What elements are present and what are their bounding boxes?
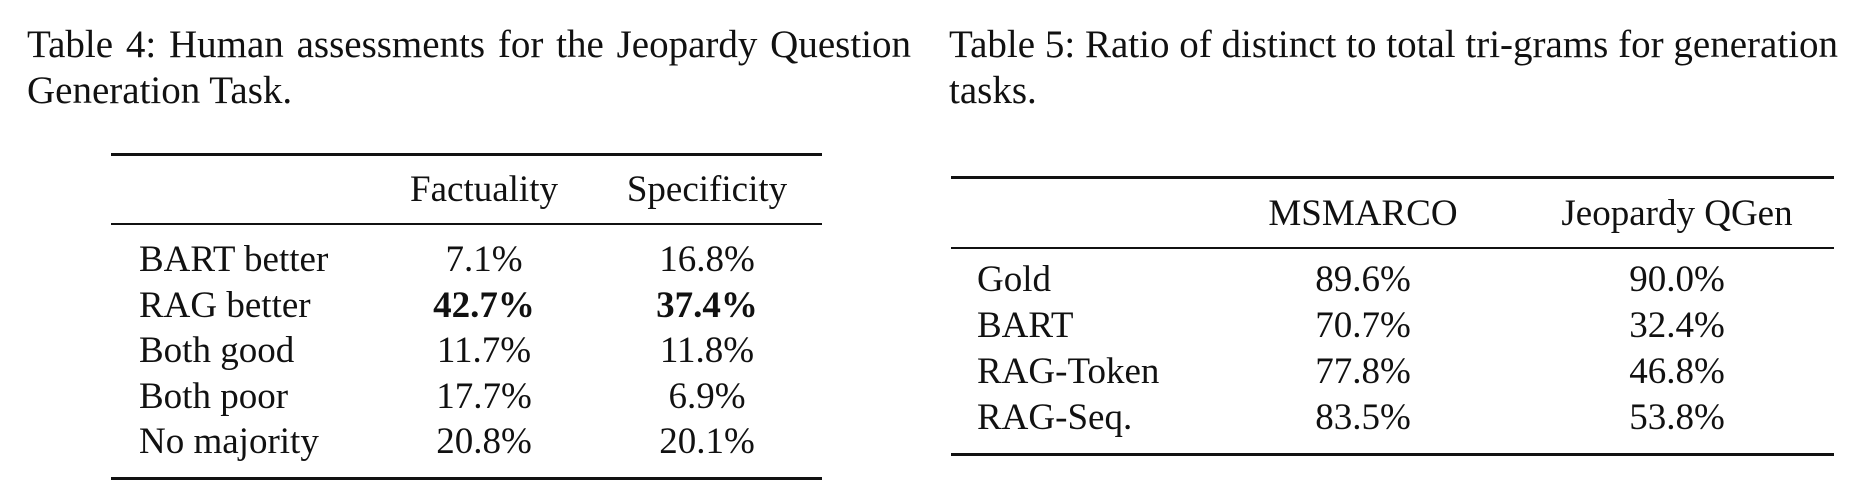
table-cell: 77.8% <box>1315 351 1411 392</box>
column-header: Jeopardy QGen <box>1561 193 1793 234</box>
table-cell: 11.7% <box>436 330 532 371</box>
table-caption: Table 4: Human assessments for the Jeopa… <box>27 23 911 112</box>
table-cell: 83.5% <box>1315 397 1411 438</box>
table-cell: 20.1% <box>659 421 755 462</box>
table-cell: 11.8% <box>659 330 755 371</box>
column-header: Factuality <box>410 169 558 210</box>
row-label: RAG-Seq. <box>977 397 1133 438</box>
mid-rule <box>951 247 1834 249</box>
row-label: No majority <box>139 421 319 462</box>
row-label: Both good <box>139 330 295 371</box>
row-label: BART better <box>139 239 329 280</box>
table-cell: 32.4% <box>1629 305 1725 346</box>
row-label: BART <box>977 305 1074 346</box>
column-header: MSMARCO <box>1268 193 1458 234</box>
table-cell: 37.4% <box>656 284 758 326</box>
table-cell: 20.8% <box>436 421 532 462</box>
row-label: RAG-Token <box>977 351 1160 392</box>
table-cell: 70.7% <box>1315 305 1411 346</box>
table-cell: 46.8% <box>1629 351 1725 392</box>
bottom-rule <box>951 453 1834 456</box>
table-cell: 6.9% <box>668 375 746 417</box>
table-cell: 17.7% <box>436 375 532 417</box>
table-cell: 7.1% <box>445 239 523 280</box>
table-cell: 53.8% <box>1629 397 1725 438</box>
top-rule <box>951 176 1834 179</box>
column-header: Specificity <box>626 169 788 210</box>
mid-rule <box>111 223 822 225</box>
table-cell: 42.7% <box>433 284 535 326</box>
table-cell: 16.8% <box>659 239 755 280</box>
bottom-rule <box>111 477 822 480</box>
table-cell: 89.6% <box>1315 259 1411 300</box>
row-label: RAG better <box>139 284 311 326</box>
row-label: Gold <box>977 259 1051 300</box>
table-cell: 90.0% <box>1629 259 1725 300</box>
table-caption: Table 5: Ratio of distinct to total tri-… <box>949 23 1838 112</box>
top-rule <box>111 153 822 156</box>
row-label: Both poor <box>139 375 289 417</box>
